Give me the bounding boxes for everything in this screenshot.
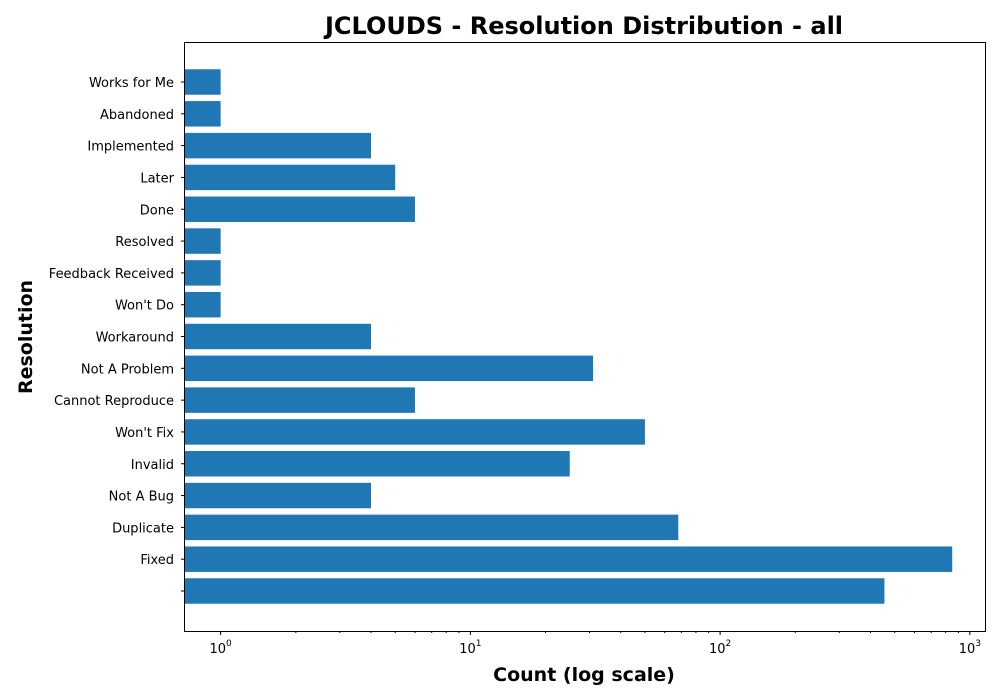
bar: [185, 69, 221, 95]
x-tick-label: 102: [709, 639, 731, 657]
x-tick-base: 10: [959, 642, 976, 657]
x-tick-exponent: 3: [975, 639, 981, 649]
bar: [185, 132, 371, 159]
y-tick-label: Resolved: [115, 235, 174, 250]
bar: [185, 228, 221, 254]
y-tick-label: Done: [140, 203, 174, 218]
x-axis-label: Count (log scale): [493, 664, 675, 686]
y-axis-ticks: Fixed Duplicate Not A Bug Invalid Won't Fix C…: [49, 76, 185, 592]
chart-title: JCLOUDS - Resolution Distribution - all: [323, 12, 843, 40]
bar: [185, 451, 570, 477]
bar: [185, 578, 885, 604]
y-tick-label: Workaround: [96, 331, 174, 346]
bar: [185, 514, 679, 541]
bar: [185, 101, 221, 127]
bar: [185, 482, 371, 509]
bars-group: [185, 69, 953, 604]
bar: [185, 164, 396, 191]
y-tick-label: Won't Do: [115, 299, 174, 314]
y-tick-label: Not A Bug: [109, 490, 174, 505]
bar: [185, 387, 415, 413]
bar: [185, 260, 221, 286]
bar: [185, 323, 371, 350]
bar: [185, 355, 594, 382]
y-tick-label: Fixed: [140, 553, 174, 568]
x-tick-base: 10: [709, 642, 726, 657]
bar: [185, 546, 953, 572]
y-tick-label: Abandoned: [100, 108, 174, 123]
bar: [185, 419, 645, 445]
x-tick-base: 10: [459, 642, 476, 657]
y-tick-label: Later: [140, 171, 174, 186]
x-tick-exponent: 2: [726, 639, 732, 649]
x-tick-exponent: 1: [476, 639, 482, 649]
y-tick-label: Implemented: [87, 140, 174, 155]
y-tick-label: Cannot Reproduce: [54, 394, 174, 409]
y-axis-label: Resolution: [15, 280, 37, 394]
y-tick-label: Invalid: [131, 458, 174, 473]
x-tick-base: 10: [209, 642, 226, 657]
y-tick-label: Not A Problem: [81, 362, 174, 377]
x-axis-ticks: 100 101 102 103: [209, 631, 981, 657]
y-tick-label: Won't Fix: [115, 426, 174, 441]
x-tick-label: 103: [959, 639, 981, 657]
x-tick-label: 100: [209, 639, 232, 657]
x-tick-exponent: 0: [226, 639, 232, 649]
bar: [185, 291, 221, 318]
y-tick-label: Feedback Received: [49, 267, 174, 282]
y-tick-label: Duplicate: [112, 521, 174, 536]
y-tick-label: Works for Me: [89, 76, 174, 91]
bar: [185, 196, 415, 222]
x-tick-label: 101: [459, 639, 481, 657]
